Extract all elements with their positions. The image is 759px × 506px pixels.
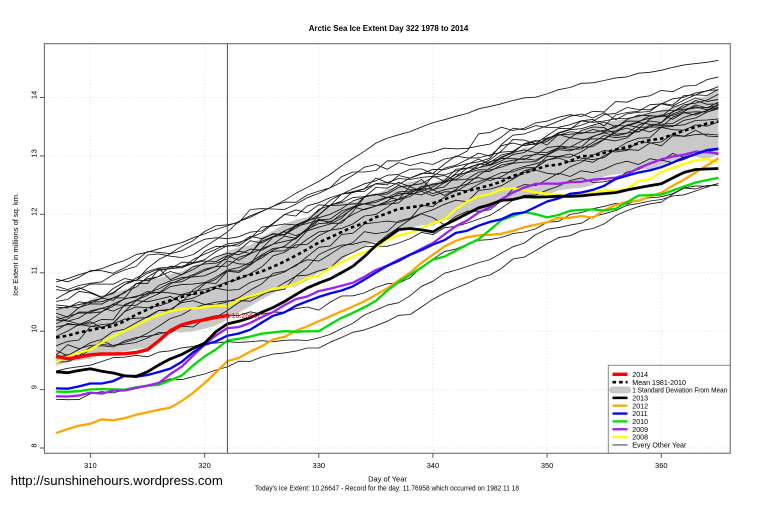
svg-text:9: 9 <box>30 385 39 389</box>
svg-text:10: 10 <box>30 325 39 333</box>
svg-text:http://sunshinehours.wordpress: http://sunshinehours.wordpress.com <box>11 473 223 488</box>
svg-text:360: 360 <box>655 461 668 470</box>
svg-text:12: 12 <box>30 208 39 216</box>
svg-text:340: 340 <box>427 461 440 470</box>
svg-text:330: 330 <box>313 461 326 470</box>
svg-text:2009: 2009 <box>632 426 648 434</box>
svg-text:10.26647: 10.26647 <box>232 313 261 320</box>
svg-text:320: 320 <box>198 461 211 470</box>
svg-text:2011: 2011 <box>632 410 647 418</box>
svg-text:Ice Extent in millions of sq.: Ice Extent in millions of sq. km. <box>11 193 20 296</box>
svg-text:310: 310 <box>84 461 97 470</box>
svg-text:1 Standard Deviation From Mean: 1 Standard Deviation From Mean <box>632 387 727 395</box>
svg-text:2012: 2012 <box>632 402 648 410</box>
svg-text:Day of Year: Day of Year <box>368 475 407 484</box>
svg-text:14: 14 <box>30 91 39 99</box>
svg-text:Today's Ice Extent: 10.26647: Today's Ice Extent: 10.26647 - Record fo… <box>255 486 519 493</box>
svg-text:2014: 2014 <box>632 371 648 379</box>
svg-text:2008: 2008 <box>632 434 648 442</box>
svg-text:8: 8 <box>30 443 39 447</box>
svg-text:13: 13 <box>30 149 39 157</box>
svg-text:Mean 1981-2010: Mean 1981-2010 <box>632 379 686 387</box>
svg-text:Every Other Year: Every Other Year <box>632 442 687 450</box>
svg-text:11: 11 <box>30 266 39 274</box>
svg-text:2013: 2013 <box>632 394 648 402</box>
svg-text:Arctic Sea Ice Extent Day 322: Arctic Sea Ice Extent Day 322 1978 to 20… <box>309 24 469 33</box>
svg-text:350: 350 <box>541 461 554 470</box>
svg-text:2010: 2010 <box>632 418 648 426</box>
